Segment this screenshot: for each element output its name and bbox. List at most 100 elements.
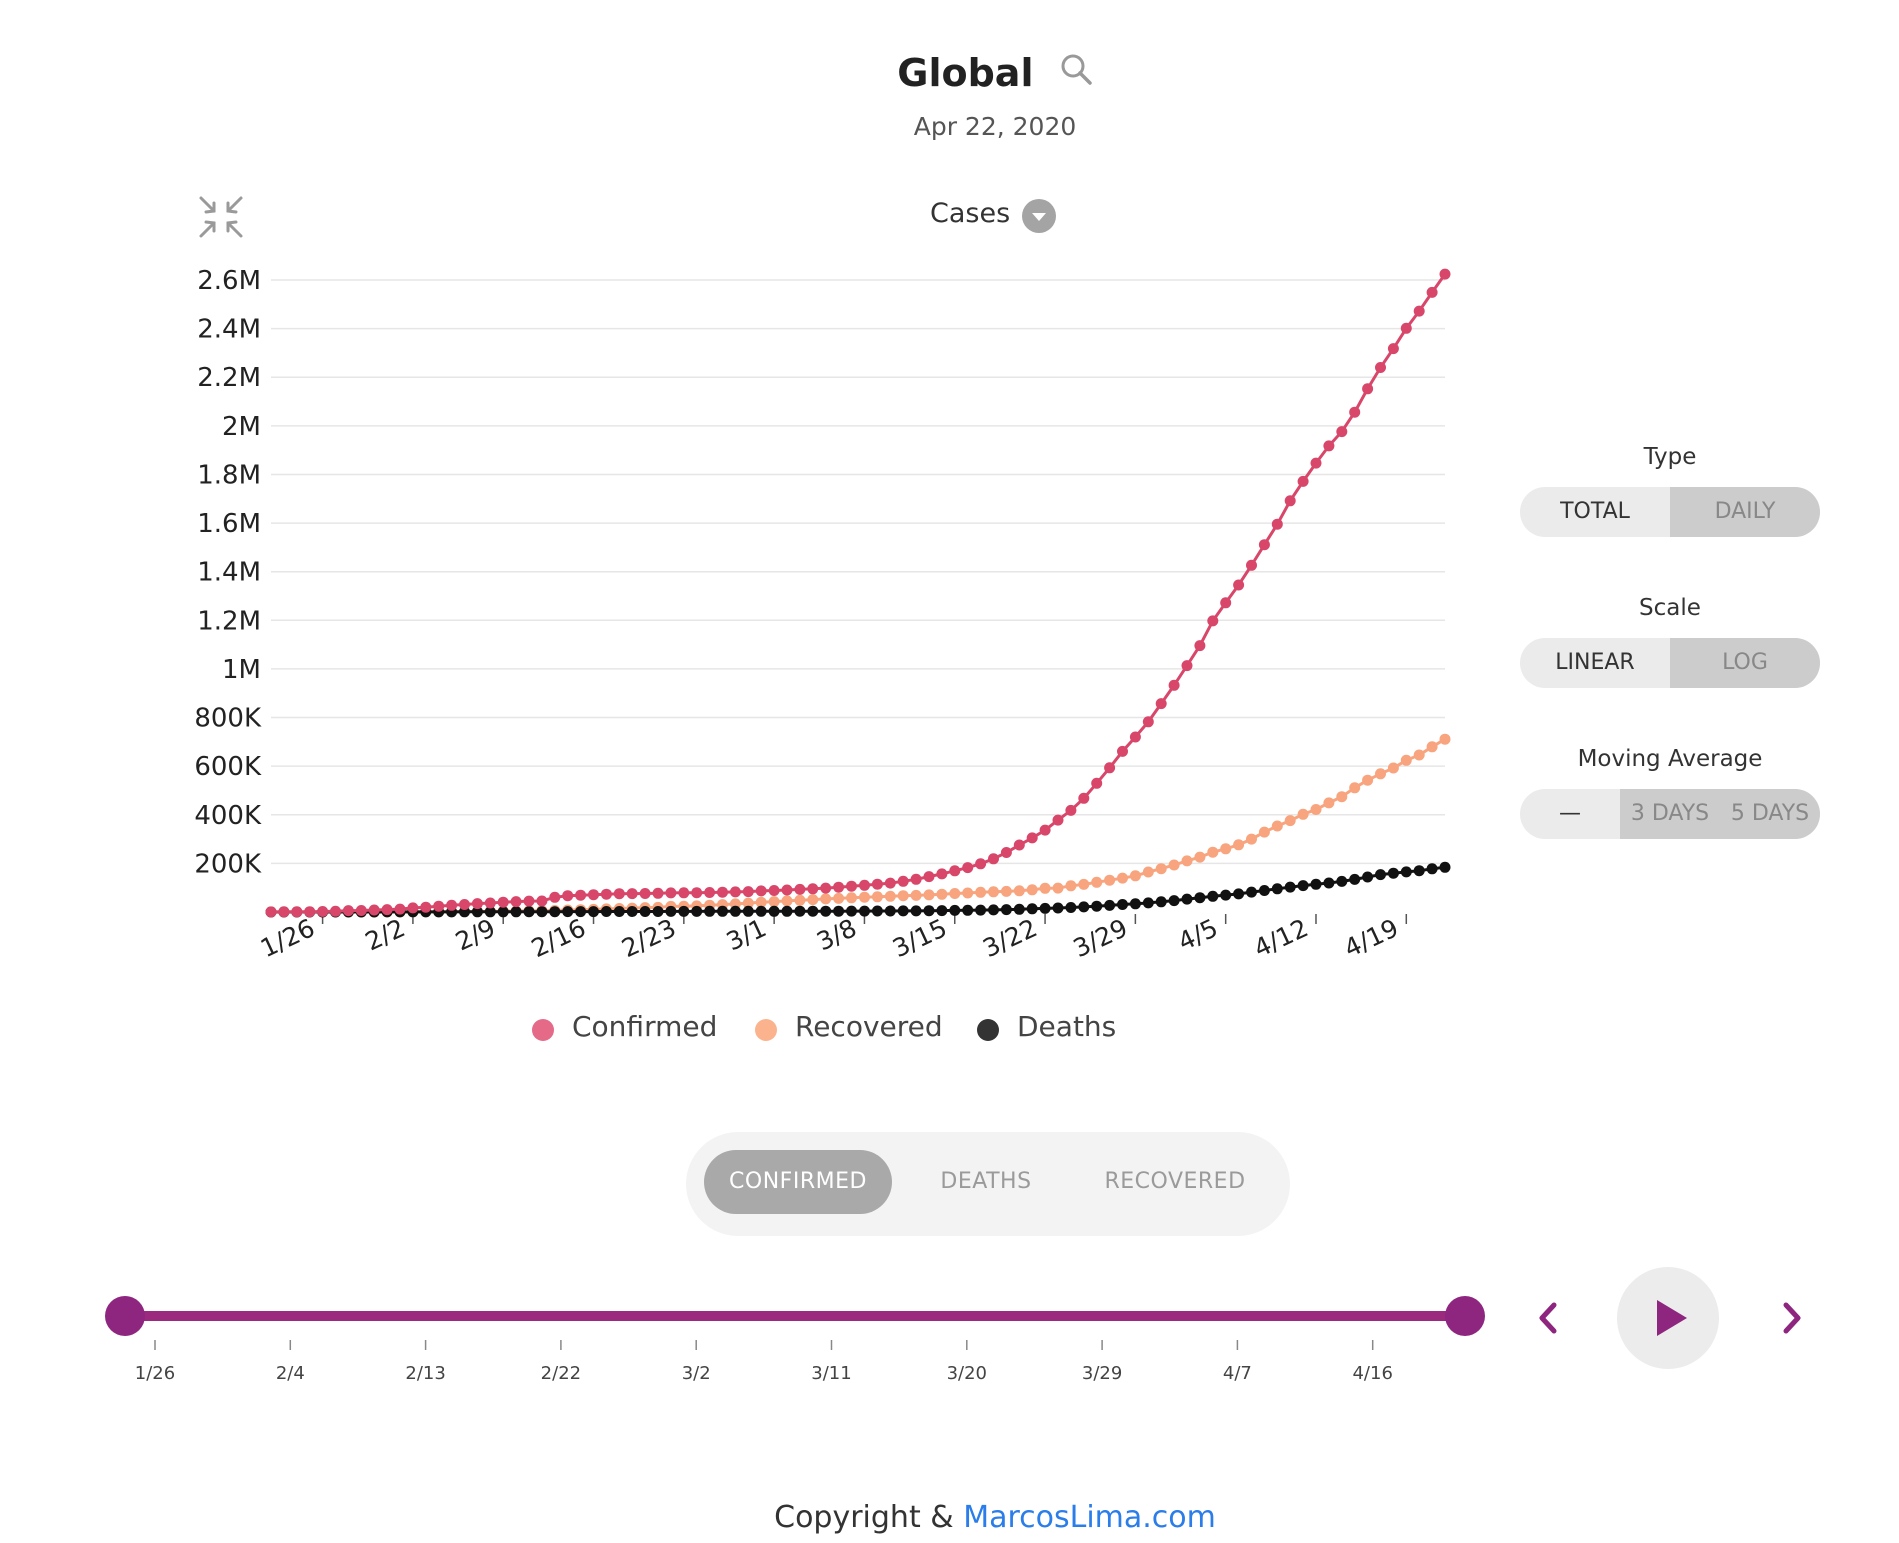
data-point-deaths bbox=[871, 905, 883, 917]
data-point-deaths bbox=[768, 905, 780, 917]
deaths-tab[interactable]: DEATHS bbox=[940, 1169, 1032, 1194]
data-point-deaths bbox=[523, 906, 535, 918]
data-point-deaths bbox=[1013, 903, 1025, 915]
metric-dropdown[interactable]: Cases bbox=[900, 196, 1080, 234]
collapse-icon[interactable] bbox=[198, 195, 244, 239]
data-point-deaths bbox=[1181, 893, 1193, 905]
data-point-recovered bbox=[1194, 851, 1206, 863]
play-button[interactable] bbox=[1617, 1267, 1719, 1369]
y-tick-label: 1.4M bbox=[197, 558, 261, 588]
timeline-tick-label: 3/11 bbox=[811, 1363, 852, 1384]
data-point-deaths bbox=[859, 905, 870, 917]
chevron-left-icon bbox=[1539, 1302, 1557, 1334]
chevron-right-icon bbox=[1783, 1302, 1801, 1334]
x-tick-label: 3/29 bbox=[1069, 913, 1132, 963]
timeline-tick-label: 2/22 bbox=[540, 1363, 582, 1384]
data-point-deaths bbox=[484, 906, 496, 918]
x-tick-label: 2/23 bbox=[617, 913, 680, 963]
data-point-confirmed bbox=[742, 886, 754, 898]
data-point-deaths bbox=[600, 906, 612, 917]
data-point-confirmed bbox=[1052, 814, 1064, 826]
data-point-confirmed bbox=[910, 873, 922, 885]
data-point-confirmed bbox=[807, 883, 819, 895]
moving-average-3days-option[interactable]: 3 DAYS bbox=[1620, 789, 1720, 839]
data-point-confirmed bbox=[1168, 679, 1180, 691]
data-point-deaths bbox=[1362, 871, 1374, 883]
x-tick-label: 2/2 bbox=[361, 913, 410, 956]
timeline-slider[interactable] bbox=[0, 1280, 1520, 1360]
data-point-confirmed bbox=[330, 905, 341, 917]
data-point-confirmed bbox=[407, 902, 419, 914]
recovered-tab[interactable]: RECOVERED bbox=[1104, 1169, 1246, 1194]
confirmed-tab[interactable]: CONFIRMED bbox=[704, 1150, 892, 1214]
data-point-recovered bbox=[846, 892, 857, 904]
data-point-recovered bbox=[910, 889, 922, 901]
data-point-recovered bbox=[1000, 885, 1012, 897]
legend-confirmed-swatch bbox=[532, 1019, 554, 1041]
data-point-confirmed bbox=[1220, 597, 1232, 609]
data-point-confirmed bbox=[1155, 698, 1167, 710]
data-point-confirmed bbox=[368, 904, 380, 916]
type-daily-option[interactable]: DAILY bbox=[1670, 487, 1820, 537]
data-point-recovered bbox=[1052, 882, 1064, 894]
page-title-row: Global bbox=[0, 48, 1899, 95]
data-point-deaths bbox=[1426, 863, 1438, 875]
data-point-deaths bbox=[975, 904, 987, 916]
data-point-confirmed bbox=[588, 889, 599, 901]
data-point-deaths bbox=[807, 905, 819, 917]
scale-linear-option[interactable]: LINEAR bbox=[1555, 650, 1635, 675]
data-point-deaths bbox=[742, 905, 754, 917]
search-icon[interactable] bbox=[1059, 51, 1093, 95]
data-point-recovered bbox=[1220, 843, 1232, 855]
previous-day-button[interactable] bbox=[1528, 1293, 1568, 1343]
data-point-confirmed bbox=[962, 862, 974, 874]
timeline-tick-label: 2/4 bbox=[275, 1363, 305, 1384]
data-point-deaths bbox=[1413, 865, 1425, 877]
data-point-deaths bbox=[910, 905, 922, 917]
chevron-down-icon[interactable] bbox=[1022, 199, 1056, 233]
data-point-recovered bbox=[781, 895, 793, 907]
legend-confirmed-label: Confirmed bbox=[572, 1010, 718, 1043]
data-point-recovered bbox=[1078, 878, 1090, 890]
next-day-button[interactable] bbox=[1772, 1293, 1812, 1343]
data-point-confirmed bbox=[523, 895, 535, 907]
data-point-recovered bbox=[962, 887, 974, 899]
data-point-recovered bbox=[1181, 855, 1193, 867]
data-point-deaths bbox=[833, 905, 845, 917]
data-point-recovered bbox=[1039, 882, 1051, 894]
data-point-confirmed bbox=[1142, 716, 1154, 728]
data-point-confirmed bbox=[1091, 777, 1103, 789]
data-point-confirmed bbox=[1013, 839, 1025, 851]
data-point-confirmed bbox=[755, 885, 767, 897]
data-point-recovered bbox=[1297, 808, 1309, 820]
data-point-deaths bbox=[1052, 902, 1064, 914]
data-point-recovered bbox=[975, 886, 987, 898]
y-tick-label: 800K bbox=[194, 704, 262, 734]
data-point-deaths bbox=[536, 906, 548, 918]
data-point-recovered bbox=[1104, 874, 1116, 886]
data-point-confirmed bbox=[1271, 518, 1283, 530]
data-point-deaths bbox=[562, 906, 574, 918]
moving-average-none-option[interactable]: — bbox=[1559, 801, 1581, 826]
x-tick-label: 4/19 bbox=[1340, 913, 1403, 963]
data-point-confirmed bbox=[1194, 640, 1206, 652]
author-link[interactable]: MarcosLima.com bbox=[963, 1500, 1216, 1535]
y-tick-label: 1.6M bbox=[197, 509, 261, 539]
data-point-confirmed bbox=[381, 904, 393, 916]
data-point-confirmed bbox=[975, 858, 987, 870]
data-point-recovered bbox=[1323, 797, 1335, 809]
moving-average-5days-option[interactable]: 5 DAYS bbox=[1720, 789, 1820, 839]
data-point-confirmed bbox=[988, 853, 999, 865]
data-point-deaths bbox=[897, 905, 909, 917]
data-point-confirmed bbox=[794, 883, 806, 895]
data-point-deaths bbox=[1168, 895, 1180, 907]
data-point-deaths bbox=[626, 906, 638, 917]
x-tick-label: 1/26 bbox=[256, 913, 319, 963]
data-point-recovered bbox=[1336, 791, 1348, 803]
data-point-recovered bbox=[1207, 846, 1219, 858]
type-total-option[interactable]: TOTAL bbox=[1560, 499, 1630, 524]
scale-log-option[interactable]: LOG bbox=[1670, 638, 1820, 688]
legend-recovered-swatch bbox=[755, 1019, 777, 1041]
data-point-deaths bbox=[1400, 866, 1412, 878]
data-point-confirmed bbox=[1297, 475, 1309, 487]
